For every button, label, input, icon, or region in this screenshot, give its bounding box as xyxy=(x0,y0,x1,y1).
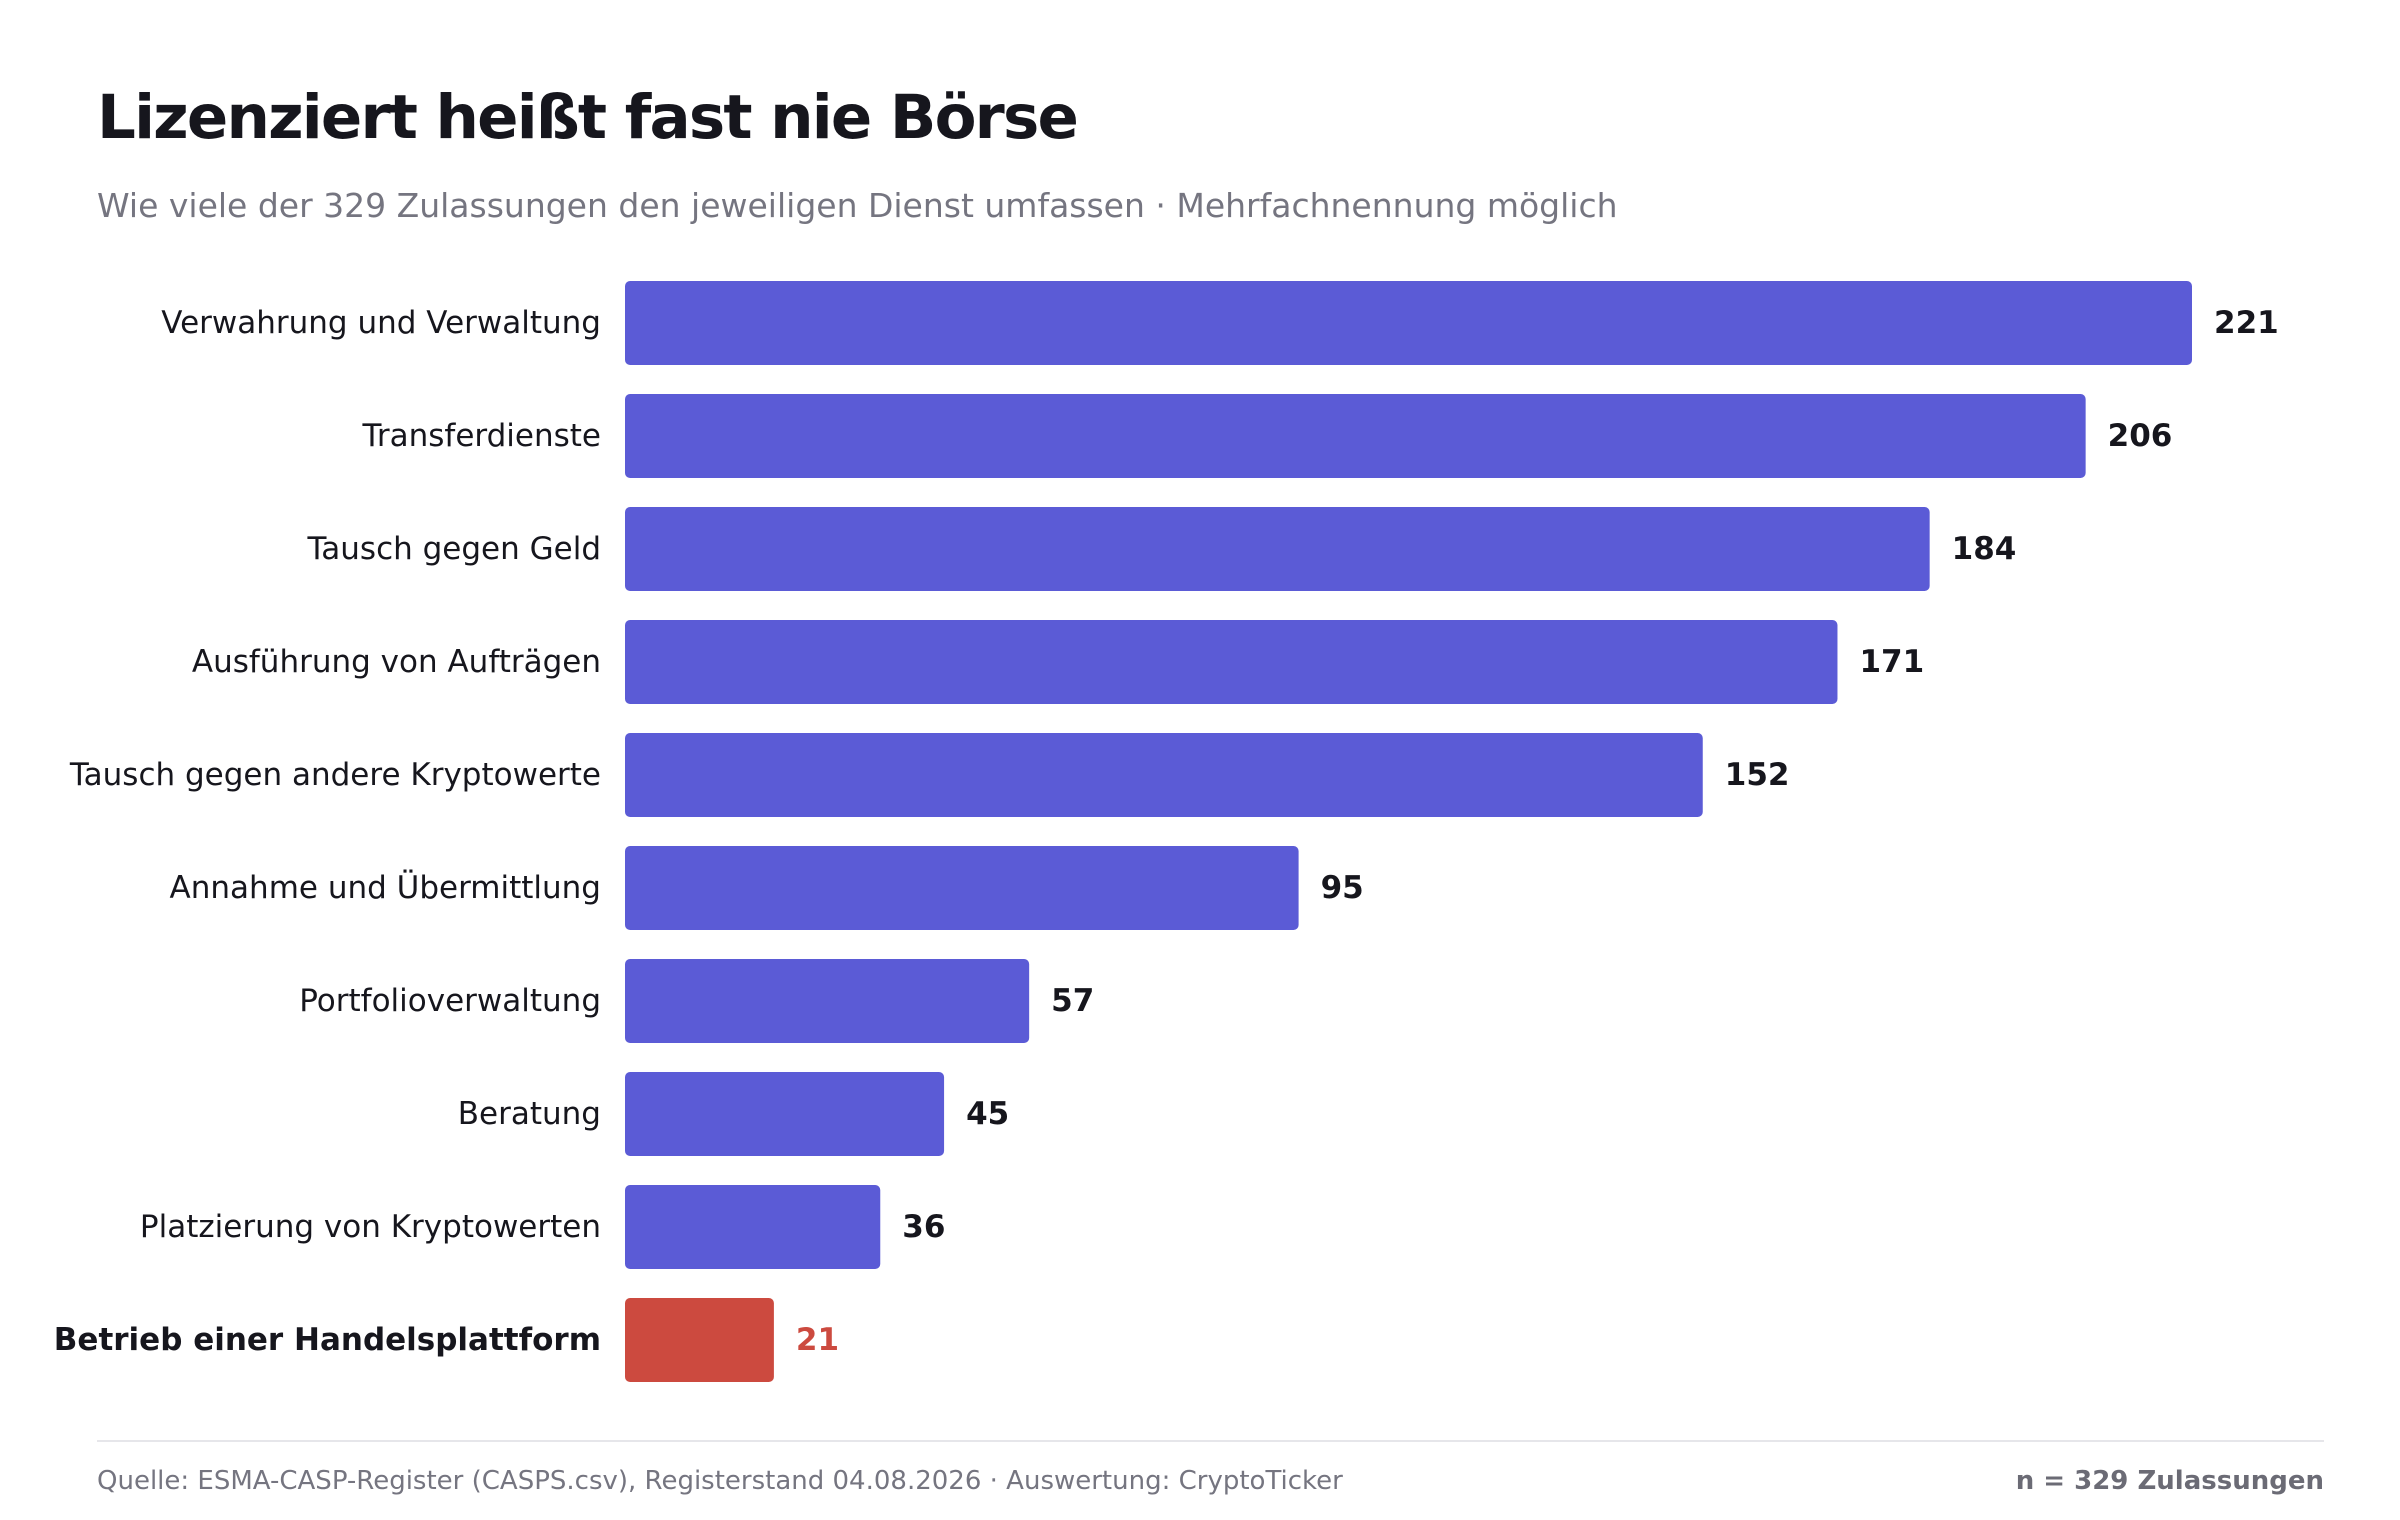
value-label: 57 xyxy=(1051,983,1094,1019)
category-label: Betrieb einer Handelsplattform xyxy=(54,1322,601,1358)
bar xyxy=(625,281,2192,365)
bar xyxy=(625,620,1838,704)
bar xyxy=(625,846,1299,930)
category-label: Tausch gegen andere Kryptowerte xyxy=(69,757,601,793)
bar xyxy=(625,507,1930,591)
category-label: Ausführung von Aufträgen xyxy=(192,644,601,680)
value-label: 221 xyxy=(2214,305,2279,341)
footer-divider xyxy=(97,1440,2324,1442)
bar xyxy=(625,733,1703,817)
category-label: Portfolioverwaltung xyxy=(299,983,601,1019)
bar-chart: Verwahrung und Verwaltung 221 Transferdien… xyxy=(54,281,2279,1382)
bar xyxy=(625,1072,945,1156)
bar xyxy=(625,959,1030,1043)
bar xyxy=(625,1185,881,1269)
value-label: 21 xyxy=(796,1322,839,1358)
value-label: 206 xyxy=(2108,418,2173,454)
chart-subtitle: Wie viele der 329 Zulassungen den jeweil… xyxy=(97,186,1618,225)
value-label: 184 xyxy=(1952,531,2017,567)
category-label: Platzierung von Kryptowerten xyxy=(140,1209,601,1245)
source-note: Quelle: ESMA-CASP-Register (CASPS.csv), … xyxy=(97,1466,1343,1496)
category-label: Annahme und Übermittlung xyxy=(170,869,601,906)
chart-title: Lizenziert heißt fast nie Börse xyxy=(97,82,1079,153)
value-label: 36 xyxy=(902,1209,945,1245)
value-label: 45 xyxy=(966,1096,1009,1132)
value-label: 171 xyxy=(1859,644,1924,680)
category-label: Transferdienste xyxy=(362,418,602,454)
value-label: 95 xyxy=(1321,870,1364,906)
category-label: Verwahrung und Verwaltung xyxy=(161,305,601,341)
category-label: Tausch gegen Geld xyxy=(306,531,601,567)
value-label: 152 xyxy=(1725,757,1790,793)
sample-size-note: n = 329 Zulassungen xyxy=(2015,1466,2324,1496)
bar-highlight xyxy=(625,1298,774,1382)
category-label: Beratung xyxy=(458,1096,601,1132)
bar xyxy=(625,394,2086,478)
